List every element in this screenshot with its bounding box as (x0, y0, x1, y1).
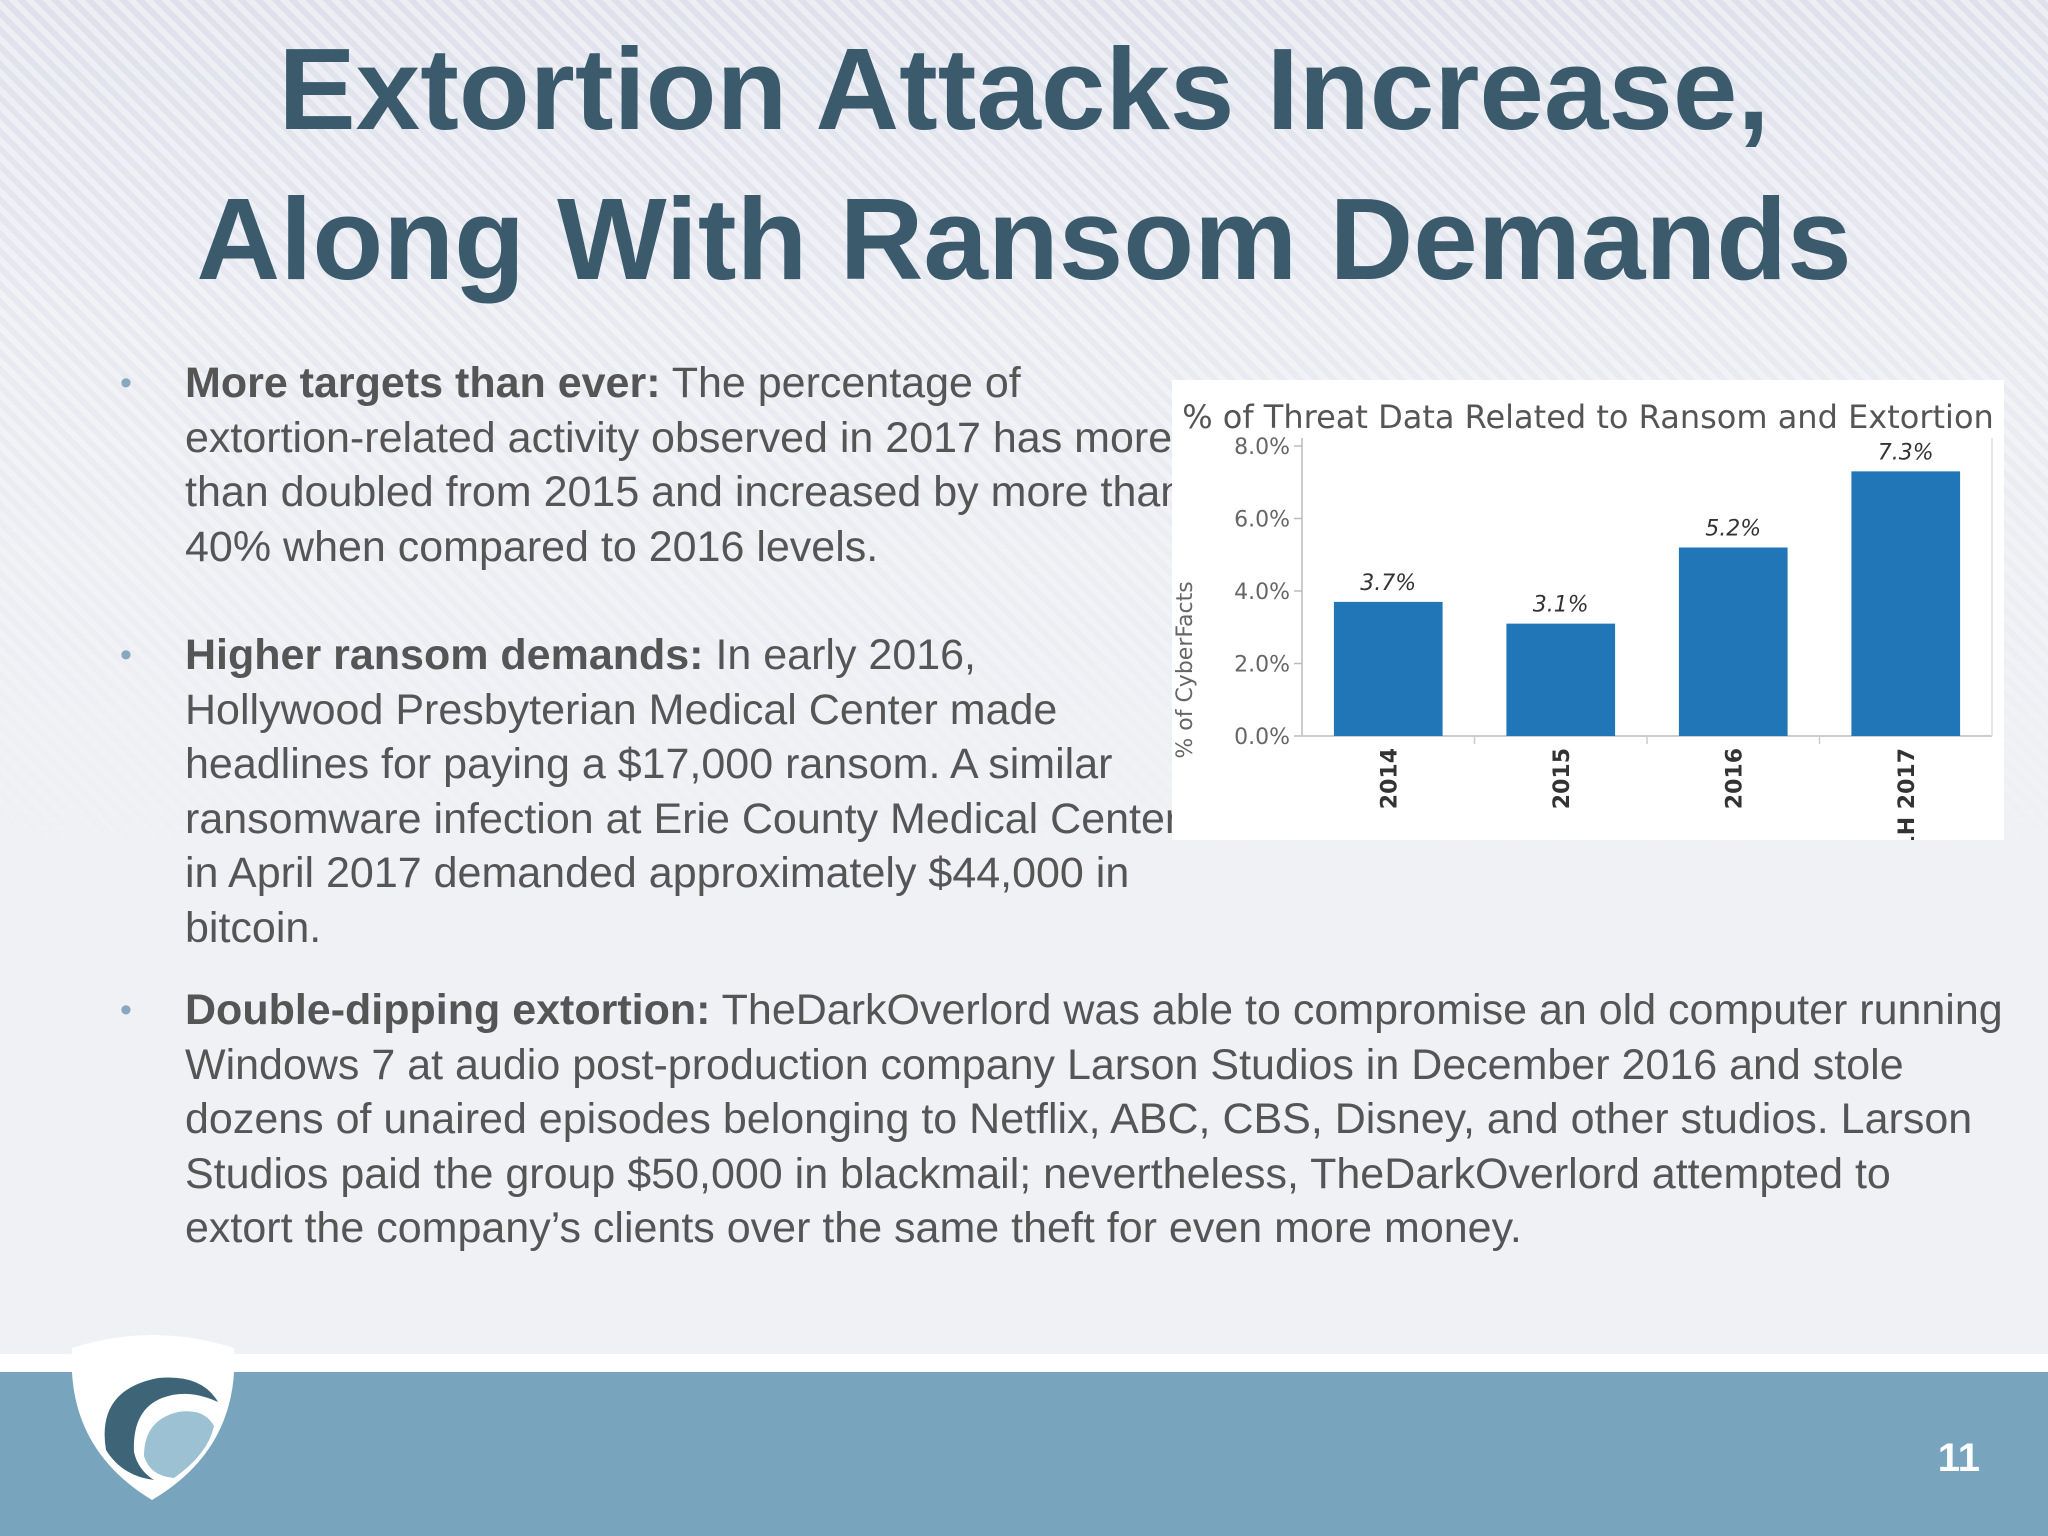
bullet-more-targets: • More targets than ever: The percentage… (120, 356, 1184, 586)
chart-x-categories: 2014 2015 2016 1H 2017 (1377, 736, 1920, 840)
bullet-lead: More targets than ever: (185, 359, 661, 407)
bullet-double-dipping: • Double-dipping extortion: TheDarkOverl… (120, 983, 2003, 1313)
chart-bar (1333, 601, 1443, 736)
page-number: 11 (1937, 1436, 1980, 1480)
chart-y-tick-label: 8.0% (1234, 435, 1290, 460)
chart-bar (1506, 623, 1616, 736)
ransom-extortion-chart: % of Threat Data Related to Ransom and E… (1172, 380, 2004, 840)
chart-y-ticks: 0.0% 2.0% 4.0% 6.0% 8.0% (1234, 435, 1302, 750)
chart-data-label: 3.7% (1360, 571, 1416, 596)
bullet-dot-icon: • (120, 636, 132, 674)
chart-x-category-label: 2015 (1550, 748, 1575, 809)
chart-bar (1851, 471, 1961, 736)
chart-bar (1678, 547, 1788, 736)
chart-data-labels: 3.7% 3.1% 5.2% 7.3% (1360, 440, 1933, 617)
chart-y-tick-label: 6.0% (1234, 508, 1290, 533)
bullet-lead: Higher ransom demands: (185, 631, 704, 679)
bullet-text: Double-dipping extortion: TheDarkOverlor… (185, 983, 2010, 1256)
bullet-text: Higher ransom demands: In early 2016, Ho… (185, 628, 1185, 955)
bullet-dot-icon: • (120, 364, 132, 402)
chart-data-label: 7.3% (1878, 440, 1934, 465)
chart-data-label: 5.2% (1705, 517, 1761, 542)
chart-y-tick-label: 2.0% (1234, 653, 1290, 678)
title-line-2: Along With Ransom Demands (196, 174, 1852, 304)
chart-x-category-label: 2016 (1722, 748, 1747, 809)
chart-data-label: 3.1% (1533, 593, 1589, 618)
shield-logo-icon (71, 1335, 235, 1500)
chart-y-axis-label: % of CyberFacts (1173, 581, 1198, 758)
chart-bars (1333, 471, 1961, 736)
chart-x-category-label: 2014 (1377, 748, 1402, 809)
title-line-1: Extortion Attacks Increase, (278, 24, 1770, 154)
bullet-dot-icon: • (120, 991, 132, 1029)
footer-divider (0, 1354, 2048, 1372)
chart-svg: % of Threat Data Related to Ransom and E… (1173, 398, 1994, 840)
chart-y-tick-label: 0.0% (1234, 725, 1290, 750)
bullet-lead: Double-dipping extortion: (185, 986, 711, 1034)
bullet-body: TheDarkOverlord was able to compromise a… (185, 986, 2003, 1252)
chart-x-category-label: 1H 2017 (1895, 748, 1920, 840)
footer-band (0, 1372, 2048, 1536)
chart-y-tick-label: 4.0% (1234, 580, 1290, 605)
slide-title: Extortion Attacks Increase, Along With R… (60, 14, 1988, 314)
chart-title: % of Threat Data Related to Ransom and E… (1182, 398, 1994, 436)
bullet-higher-ransom: • Higher ransom demands: In early 2016, … (120, 628, 1180, 958)
bullet-text: More targets than ever: The percentage o… (185, 356, 1185, 574)
bullet-body: The percentage of extortion-related acti… (185, 359, 1185, 571)
bullet-body: In early 2016, Hollywood Presbyterian Me… (185, 631, 1180, 952)
